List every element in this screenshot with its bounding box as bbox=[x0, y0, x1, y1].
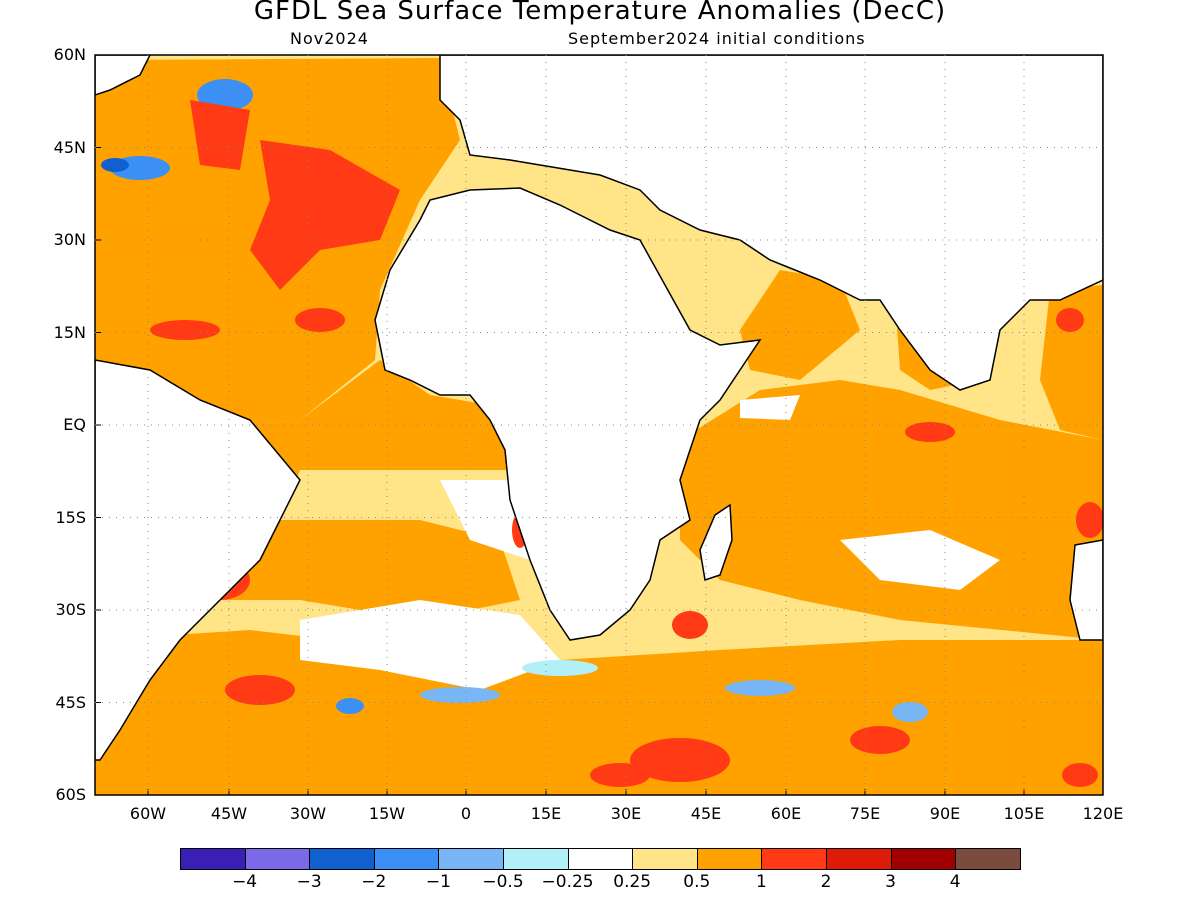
lat-label: 30N bbox=[53, 230, 86, 249]
colorbar-label: −0.25 bbox=[541, 872, 594, 892]
colorbar-swatch bbox=[696, 848, 763, 870]
colorbar-swatch bbox=[180, 848, 246, 870]
colorbar-label: 3 bbox=[885, 872, 896, 892]
lat-label: 45S bbox=[55, 692, 86, 712]
initial-conditions: September2024 initial conditions bbox=[568, 29, 866, 48]
lon-label: 105E bbox=[1003, 804, 1045, 823]
colorbar-swatch bbox=[632, 848, 698, 870]
map-title: GFDL Sea Surface Temperature Anomalies (… bbox=[253, 0, 947, 26]
colorbar-swatch bbox=[373, 848, 440, 870]
colorbar-label: 0.5 bbox=[683, 872, 711, 892]
colorbar-swatch bbox=[890, 848, 957, 870]
lon-label: 15W bbox=[368, 804, 406, 823]
colorbar-label: −4 bbox=[232, 872, 258, 892]
lon-label: 60E bbox=[770, 804, 802, 823]
lat-label: 60N bbox=[53, 45, 86, 64]
colorbar-label: −2 bbox=[361, 872, 387, 892]
colorbar-swatch bbox=[761, 848, 827, 870]
colorbar-label: 0.25 bbox=[613, 872, 652, 892]
lon-label: 30E bbox=[610, 804, 642, 823]
colorbar-label: 4 bbox=[949, 872, 961, 892]
lon-label: 45W bbox=[210, 804, 248, 823]
colorbar-label: −3 bbox=[296, 872, 322, 892]
lon-label: 45E bbox=[690, 804, 722, 823]
colorbar-swatch bbox=[244, 848, 311, 870]
lon-label: 120E bbox=[1082, 804, 1124, 823]
lon-label: 30W bbox=[289, 804, 327, 823]
lon-label: 15E bbox=[530, 804, 562, 823]
colorbar-label: 2 bbox=[820, 872, 832, 892]
lat-label: 30S bbox=[55, 600, 86, 619]
colorbar-swatch bbox=[438, 848, 504, 870]
lat-label: 60S bbox=[55, 785, 86, 804]
colorbar-swatch bbox=[955, 848, 1021, 870]
lon-label: 75E bbox=[849, 804, 881, 823]
colorbar-swatch bbox=[567, 848, 634, 870]
lat-label: 15N bbox=[53, 322, 86, 342]
colorbar-swatch bbox=[826, 848, 892, 870]
colorbar-label: −1 bbox=[425, 872, 451, 892]
lon-label: 0 bbox=[460, 804, 472, 823]
lat-label: EQ bbox=[63, 415, 86, 434]
lat-label: 15S bbox=[55, 507, 86, 527]
forecast-month: Nov2024 bbox=[290, 29, 369, 48]
colorbar-label: −0.5 bbox=[482, 872, 524, 892]
lon-label: 60W bbox=[129, 804, 167, 823]
graticule bbox=[95, 54, 1104, 796]
colorbar-label: 1 bbox=[755, 872, 767, 892]
colorbar-swatch bbox=[503, 848, 569, 870]
lat-label: 45N bbox=[53, 137, 86, 157]
colorbar-swatch bbox=[309, 848, 375, 870]
lon-label: 90E bbox=[929, 804, 961, 823]
